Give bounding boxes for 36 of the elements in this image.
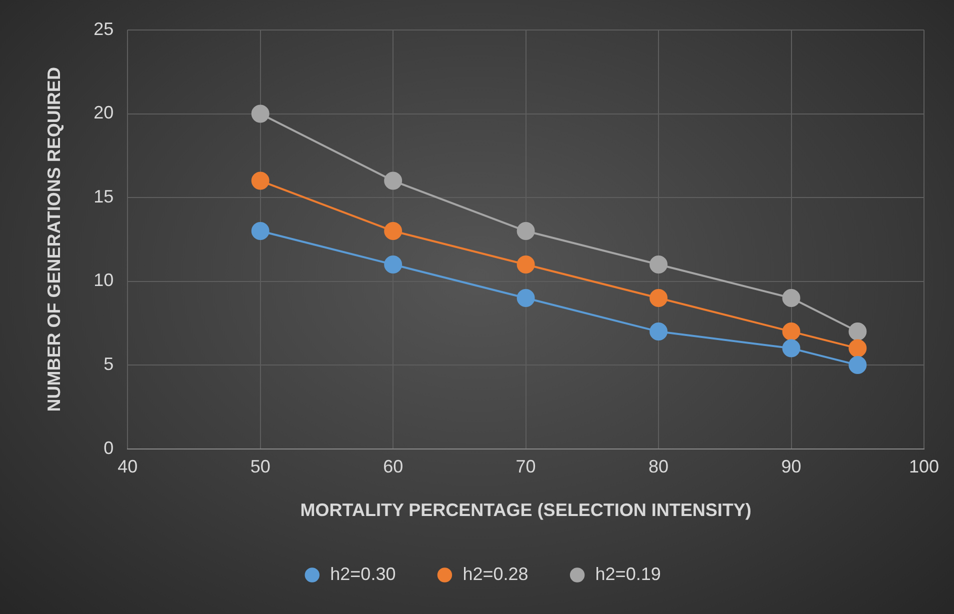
point (782, 289, 800, 308)
x-tick-label: 50 (250, 456, 270, 477)
point (516, 289, 535, 308)
point (384, 172, 402, 190)
point (848, 356, 867, 374)
x-tick-label: 60 (383, 456, 404, 477)
point (782, 322, 800, 341)
y-tick-label: 10 (94, 270, 114, 290)
x-tick-label: 40 (118, 456, 138, 477)
point (782, 339, 800, 358)
y-tick-label: 0 (104, 438, 114, 458)
point (251, 172, 270, 190)
x-axis-title: MORTALITY PERCENTAGE (SELECTION INTENSITY) (300, 500, 752, 520)
legend-label: h2=0.28 (462, 564, 528, 584)
point (251, 104, 270, 123)
legend-label: h2=0.19 (595, 564, 661, 584)
x-tick-label: 80 (648, 456, 669, 477)
legend-label: h2=0.30 (330, 564, 396, 584)
x-tick-label: 70 (516, 456, 536, 477)
y-tick-label: 20 (94, 102, 114, 123)
x-tick-label: 100 (908, 456, 940, 477)
y-axis-title: NUMBER OF GENERATIONS REQUIRED (44, 67, 64, 412)
y-tick-label: 15 (94, 186, 114, 206)
point (650, 289, 668, 308)
point (848, 339, 867, 358)
point (384, 222, 402, 240)
point (251, 222, 270, 240)
point (384, 256, 402, 274)
point (650, 322, 668, 341)
point (516, 222, 535, 240)
x-tick-label: 90 (781, 456, 802, 477)
y-tick-label: 5 (104, 354, 114, 374)
point (848, 322, 867, 341)
point (516, 256, 535, 274)
y-tick-label: 25 (94, 18, 114, 39)
point (650, 256, 668, 274)
